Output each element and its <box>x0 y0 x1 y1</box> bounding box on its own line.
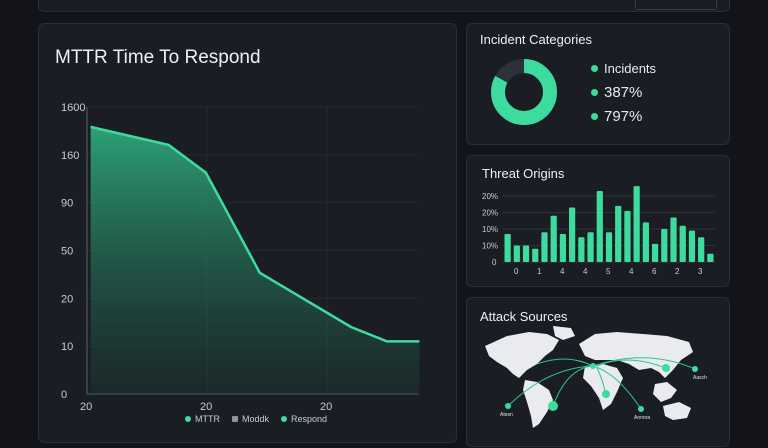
mttr-legend: MTTR Moddk Respond <box>185 414 327 424</box>
mttr-title: MTTR Time To Respond <box>55 47 261 68</box>
bar <box>670 217 677 262</box>
x-tick-label: 4 <box>560 267 565 276</box>
x-tick-label: 1 <box>537 267 542 276</box>
threat-chart: 0 10% 10% 20% 20% 0 1 4 4 5 4 6 2 3 <box>482 186 715 276</box>
legend-item-moddk: Moddk <box>232 414 269 424</box>
legend-item: 797% <box>591 104 656 128</box>
bar <box>504 233 511 262</box>
legend-label: Moddk <box>242 414 270 424</box>
legend-label: Incidents <box>604 60 657 76</box>
y-tick-label: 20% <box>482 192 498 201</box>
incident-categories-panel: Incident Categories Incidents 387% 797% <box>466 23 730 145</box>
mttr-line <box>90 125 420 343</box>
bar <box>578 237 585 262</box>
continents <box>485 326 693 428</box>
bar <box>513 245 520 262</box>
attack-sources-panel: Attack Sources A <box>466 297 730 447</box>
bar <box>605 232 613 262</box>
incident-title: Incident Categories <box>480 32 593 47</box>
x-tick-label: 4 <box>629 267 634 276</box>
threat-origins-panel: Threat Origins 0 10% 10% 20% 20% 0 1 4 4 5 4 6 2 3 <box>466 155 730 287</box>
bar <box>550 215 557 262</box>
bar <box>569 207 576 262</box>
mttr-panel: MTTR Time To Respond 1600 160 90 50 20 10 0 20 2… <box>38 23 457 443</box>
attack-point <box>590 363 596 369</box>
attack-title: Attack Sources <box>480 309 568 324</box>
bar <box>707 253 714 262</box>
map-label: Atesn <box>500 412 513 418</box>
incident-donut <box>491 59 557 125</box>
y-tick-label: 10 <box>61 341 73 353</box>
attack-point <box>505 403 511 409</box>
bar <box>522 245 530 262</box>
bar <box>651 243 659 262</box>
world-map: Aasch Atesn Annora <box>485 326 707 428</box>
bar <box>633 186 640 262</box>
legend-dot <box>591 88 598 96</box>
attack-arcs <box>507 357 696 410</box>
legend-dot <box>185 416 191 422</box>
bar <box>688 230 696 262</box>
mttr-chart: 1600 160 90 50 20 10 0 20 20 20 <box>61 102 420 413</box>
donut-segment-incidents <box>491 59 557 125</box>
bar <box>559 233 567 262</box>
bar <box>679 225 686 262</box>
y-tick-label: 0 <box>492 258 497 267</box>
legend-item-respond: Respond <box>281 414 327 424</box>
x-tick-label: 3 <box>698 267 703 276</box>
y-tick-label: 0 <box>61 389 67 401</box>
y-tick-label: 90 <box>61 198 73 210</box>
bar <box>615 205 622 262</box>
y-tick-label: 50 <box>61 246 73 258</box>
top-bar <box>38 0 730 12</box>
y-tick-label: 10% <box>482 225 498 234</box>
y-tick-label: 160 <box>61 150 79 162</box>
bar <box>587 232 594 262</box>
y-tick-label: 20% <box>482 209 498 218</box>
map-label: Annora <box>634 415 650 421</box>
x-tick-label: 2 <box>675 267 680 276</box>
attack-point <box>662 364 670 372</box>
legend-dot <box>232 416 238 422</box>
x-tick-label: 0 <box>514 267 519 276</box>
legend-dot <box>591 112 598 120</box>
incident-legend: Incidents 387% 797% <box>591 56 656 128</box>
x-tick-label: 20 <box>200 401 212 413</box>
y-tick-label: 20 <box>61 293 73 305</box>
attack-point <box>548 401 558 411</box>
legend-label: 387% <box>604 83 643 101</box>
x-tick-label: 20 <box>80 401 92 413</box>
legend-item-mttr: MTTR <box>185 414 220 424</box>
bar <box>596 191 603 262</box>
top-bar-button[interactable] <box>635 0 717 10</box>
bar <box>642 222 649 262</box>
legend-label: MTTR <box>195 414 220 424</box>
bar <box>698 237 705 262</box>
x-tick-label: 5 <box>606 267 611 276</box>
attack-point <box>602 390 610 398</box>
legend-label: 797% <box>604 107 643 125</box>
y-tick-label: 1600 <box>61 102 85 114</box>
legend-dot <box>591 64 598 72</box>
attack-point <box>692 366 698 372</box>
attack-point <box>638 406 644 412</box>
legend-item: 387% <box>591 80 656 104</box>
bar <box>532 248 539 262</box>
x-tick-label: 4 <box>583 267 588 276</box>
map-label: Aasch <box>693 375 707 381</box>
bar <box>624 210 631 262</box>
bar <box>541 232 548 262</box>
threat-title: Threat Origins <box>482 166 565 181</box>
mttr-area <box>90 126 420 395</box>
legend-item: Incidents <box>591 56 656 80</box>
x-tick-label: 20 <box>320 401 332 413</box>
bar <box>661 229 668 262</box>
legend-label: Respond <box>291 414 328 424</box>
attack-points <box>505 363 698 412</box>
y-tick-label: 10% <box>482 242 498 251</box>
x-tick-label: 6 <box>652 267 657 276</box>
legend-dot <box>281 416 288 422</box>
